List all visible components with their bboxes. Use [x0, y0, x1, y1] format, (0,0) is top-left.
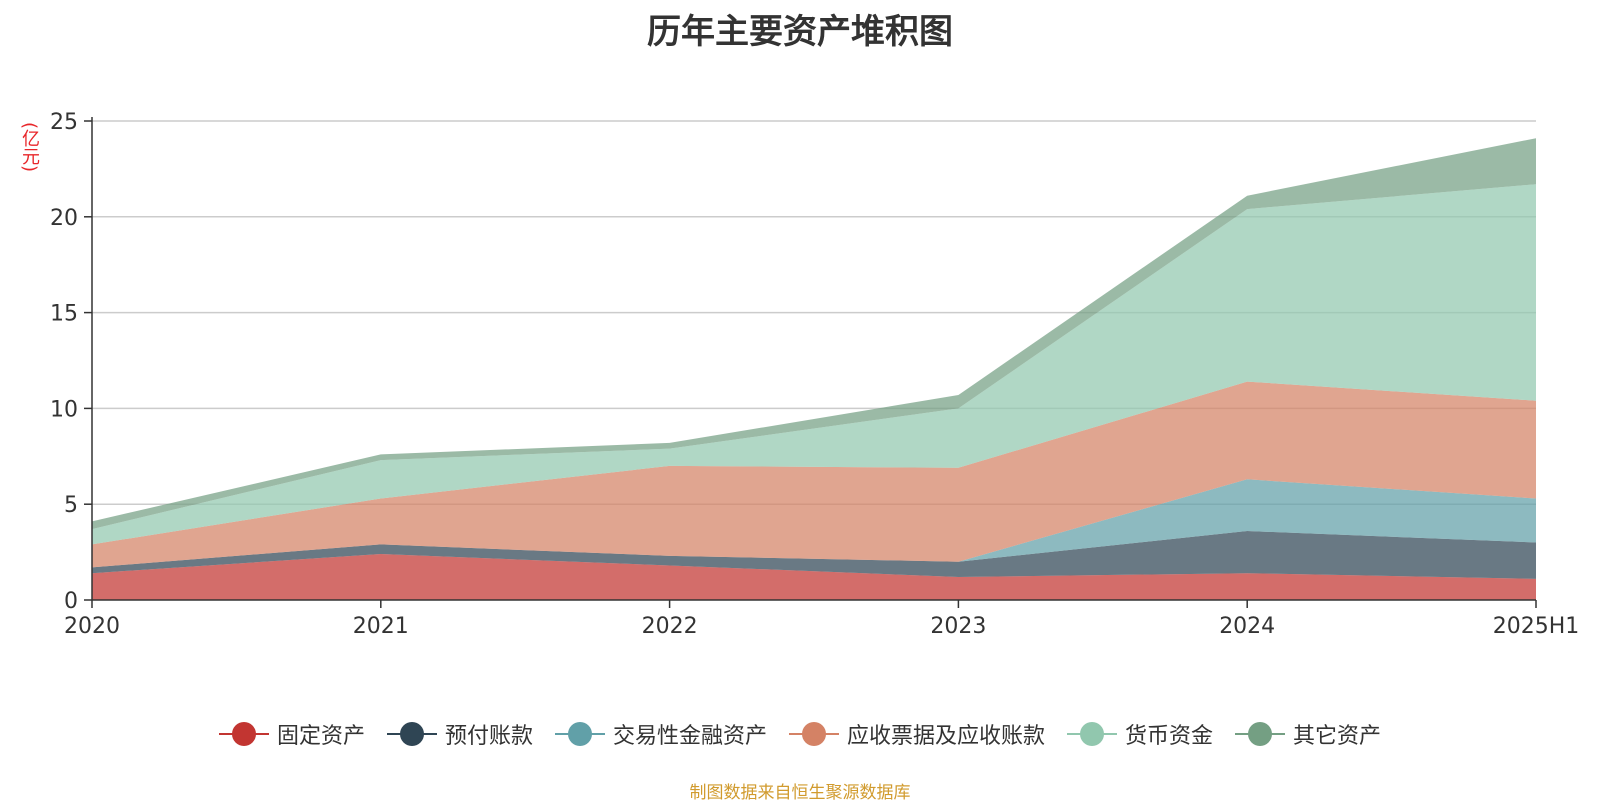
legend-marker	[1235, 722, 1286, 746]
x-tick-label: 2024	[1219, 614, 1275, 639]
legend-item-3[interactable]: 交易性金融资产	[554, 718, 767, 750]
x-tick-label: 2025H1	[1493, 614, 1580, 639]
y-tick-label: 10	[50, 397, 78, 422]
y-tick-label: 0	[64, 589, 78, 614]
legend-label: 其它资产	[1293, 724, 1382, 749]
legend-label: 应收票据及应收账款	[847, 724, 1046, 749]
area-series-1	[92, 554, 1536, 600]
x-tick-label: 2021	[353, 614, 409, 639]
area-series-4	[92, 381, 1536, 568]
legend-item-2[interactable]: 预付账款	[386, 718, 533, 750]
y-tick-label: 15	[50, 302, 78, 327]
chart-title: 历年主要资产堆积图	[647, 12, 953, 52]
y-axis-unit-label: (亿元)	[19, 122, 40, 173]
legend-marker	[1067, 722, 1118, 746]
legend-label: 货币资金	[1125, 724, 1214, 749]
x-tick-label: 2023	[930, 614, 986, 639]
y-tick-label: 25	[50, 110, 78, 135]
area-series-2	[92, 531, 1536, 579]
legend-marker	[218, 722, 269, 746]
legend-item-6[interactable]: 其它资产	[1235, 718, 1381, 750]
legend-marker	[789, 722, 839, 746]
axes: 0 5 10 15 20 25 2020 2021 2022 2023 2024 2025H1	[50, 110, 1579, 639]
source-note: 制图数据来自恒生聚源数据库	[689, 783, 911, 803]
legend-label: 预付账款	[444, 724, 533, 749]
area-series-6	[92, 138, 1536, 530]
legend-item-1[interactable]: 固定资产	[218, 718, 365, 750]
legend: 固定资产 预付账款 交易性金融资产 应收票据及应收账款 货币资金 其它资产	[0, 718, 1600, 750]
legend-marker	[554, 722, 605, 746]
legend-label: 固定资产	[276, 724, 365, 749]
y-tick-label: 20	[50, 206, 78, 231]
legend-item-4[interactable]: 应收票据及应收账款	[789, 718, 1045, 750]
legend-item-5[interactable]: 货币资金	[1067, 718, 1213, 750]
x-tick-label: 2022	[642, 614, 698, 639]
area-series-5	[92, 184, 1536, 545]
area-series	[92, 138, 1536, 600]
area-series-3	[92, 479, 1536, 568]
legend-marker	[386, 722, 437, 746]
x-tick-label: 2020	[64, 614, 120, 639]
y-tick-label: 5	[64, 493, 78, 518]
legend-label: 交易性金融资产	[612, 724, 767, 749]
